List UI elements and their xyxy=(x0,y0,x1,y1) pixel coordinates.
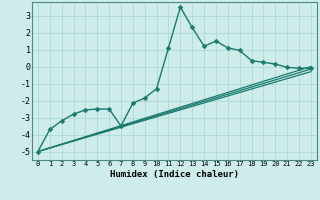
X-axis label: Humidex (Indice chaleur): Humidex (Indice chaleur) xyxy=(110,170,239,179)
